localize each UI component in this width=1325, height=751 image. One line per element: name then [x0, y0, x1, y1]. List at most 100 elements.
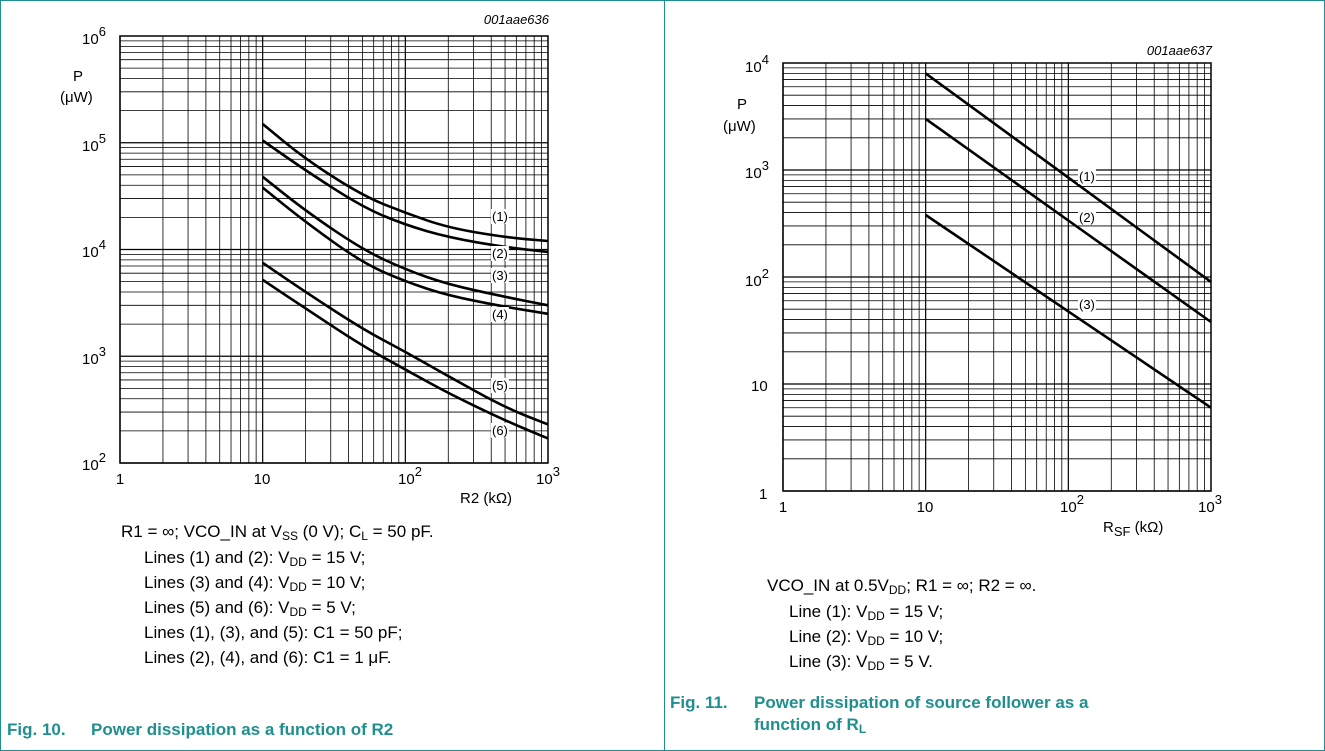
- fig10-xtick-1e2-exp: 2: [415, 464, 422, 479]
- svg-text:103: 103: [1198, 492, 1222, 516]
- svg-text:102: 102: [82, 450, 106, 474]
- fig11-series-line-1: [924, 72, 1212, 283]
- fig10-ytick-1e2-exp: 2: [99, 450, 106, 465]
- fig10-conditions: R1 = ∞; VCO_IN at VSS (0 V); CL = 50 pF.: [121, 522, 434, 543]
- fig10-grid: [119, 35, 549, 464]
- fig10-ytick-1e3-exp: 3: [99, 344, 106, 359]
- fig11-grid: [782, 62, 1212, 492]
- fig11-series-line-3: [924, 213, 1212, 409]
- fig10-note-c1-50pf: Lines (1), (3), and (5): C1 = 50 pF;: [144, 623, 403, 642]
- fig10-label-5: (5): [492, 378, 508, 393]
- fig10-series-line-2: [261, 139, 549, 254]
- fig10-series-line-1: [261, 122, 549, 243]
- fig10-ytick-1e4: 10: [82, 244, 99, 261]
- fig11-conditions: VCO_IN at 0.5VDD; R1 = ∞; R2 = ∞.: [767, 576, 1037, 597]
- svg-text:104: 104: [82, 237, 106, 261]
- fig11-note-line-1: Line (1): VDD = 15 V;: [789, 602, 944, 623]
- fig10-label-bg: [491, 378, 509, 393]
- fig10-series-line-3: [261, 175, 549, 307]
- fig10-series-line-4: [261, 186, 549, 316]
- fig10-label-6: (6): [492, 423, 508, 438]
- fig11-xtick-1e3-exp: 3: [1215, 492, 1222, 507]
- fig10-xtick-1e3: 10: [536, 471, 553, 488]
- fig11-xtick-1e2: 10: [1060, 499, 1077, 516]
- fig11-xlabel-main: R: [1103, 519, 1114, 536]
- fig10-note-c1-1uf: Lines (2), (4), and (6): C1 = 1 μF.: [144, 648, 392, 667]
- fig11-ytick-1e3: 10: [745, 165, 762, 182]
- fig10-label-2: (2): [492, 246, 508, 261]
- fig10-note-lines-1-2: Lines (1) and (2): VDD = 15 V;: [144, 548, 366, 569]
- fig10-label-bg: [491, 209, 509, 224]
- fig11-number: Fig. 11.: [670, 693, 728, 712]
- fig10-xtick-10: 10: [254, 471, 271, 488]
- fig10-ylabel-unit: (μW): [60, 89, 93, 106]
- fig11-xtick-1: 1: [779, 499, 787, 516]
- fig10-xtick-1: 1: [116, 471, 124, 488]
- svg-text:105: 105: [82, 131, 106, 155]
- svg-text:RSF (kΩ): RSF (kΩ): [1103, 519, 1163, 539]
- fig10-series-line-5: [261, 261, 549, 426]
- fig11-title-line1: Power dissipation of source follower as …: [754, 693, 1089, 712]
- fig11-label-bg: [1078, 210, 1096, 225]
- fig10-label-bg: [491, 246, 509, 261]
- fig11-plot-border: [782, 62, 1212, 492]
- fig11-label-3: (3): [1079, 297, 1095, 312]
- fig10-plot-border: [119, 35, 549, 464]
- fig11-xlabel-unit: (kΩ): [1130, 519, 1163, 536]
- fig11-xlabel-sub: SF: [1114, 524, 1131, 539]
- svg-text:103: 103: [745, 158, 769, 182]
- fig11-code: 001aae637: [1147, 43, 1213, 58]
- fig10-note-lines-3-4: Lines (3) and (4): VDD = 10 V;: [144, 573, 366, 594]
- fig11-ytick-10: 10: [751, 378, 768, 395]
- fig10-number: Fig. 10.: [7, 720, 66, 739]
- fig10-code: 001aae636: [484, 12, 550, 27]
- svg-text:102: 102: [398, 464, 422, 488]
- fig11-ytick-1: 1: [759, 486, 767, 503]
- svg-text:103: 103: [536, 464, 560, 488]
- panel-divider: [664, 0, 665, 751]
- fig10-ytick-1e6: 10: [82, 31, 99, 48]
- fig10-caption: Fig. 10. Power dissipation as a function …: [7, 719, 393, 741]
- fig11-label-1: (1): [1079, 169, 1095, 184]
- fig10-label-4: (4): [492, 307, 508, 322]
- fig11-label-bg: [1078, 297, 1096, 312]
- fig10-xtick-1e3-exp: 3: [553, 464, 560, 479]
- svg-text:103: 103: [82, 344, 106, 368]
- fig11-title-line2: function of R: [754, 715, 859, 734]
- fig11-title-sub: L: [858, 722, 867, 736]
- fig10-lines: [261, 122, 549, 440]
- fig11-ytick-1e2: 10: [745, 273, 762, 290]
- fig11-xtick-1e3: 10: [1198, 499, 1215, 516]
- fig10-ytick-1e5-exp: 5: [99, 131, 106, 146]
- fig10-label-1: (1): [492, 209, 508, 224]
- svg-text:104: 104: [745, 52, 769, 76]
- fig11-ytick-1e2-exp: 2: [762, 266, 769, 281]
- fig10-ytick-1e6-exp: 6: [99, 24, 106, 39]
- fig11-ytick-1e3-exp: 3: [762, 158, 769, 173]
- fig10-label-bg: [491, 423, 509, 438]
- fig10-label-bg: [491, 307, 509, 322]
- fig11-xtick-10: 10: [917, 499, 934, 516]
- svg-text:102: 102: [1060, 492, 1084, 516]
- fig11-note-line-3: Line (3): VDD = 5 V.: [789, 652, 933, 673]
- svg-text:102: 102: [745, 266, 769, 290]
- fig10-ylabel-p: P: [73, 68, 83, 85]
- fig11-label-2: (2): [1079, 210, 1095, 225]
- fig10-xtick-1e2: 10: [398, 471, 415, 488]
- fig11-label-bg: [1078, 169, 1096, 184]
- fig10-ytick-1e2: 10: [82, 457, 99, 474]
- fig10-label-bg: [491, 268, 509, 283]
- fig10-note-lines-5-6: Lines (5) and (6): VDD = 5 V;: [144, 598, 356, 619]
- fig11-series-line-2: [924, 117, 1212, 324]
- fig11-caption: Fig. 11. Power dissipation of source foll…: [670, 692, 1088, 736]
- fig11-ytick-1e4-exp: 4: [762, 52, 769, 67]
- fig11-note-line-2: Line (2): VDD = 10 V;: [789, 627, 944, 648]
- fig10-label-3: (3): [492, 268, 508, 283]
- fig11-xtick-1e2-exp: 2: [1077, 492, 1084, 507]
- fig11-ylabel-p: P: [737, 96, 747, 113]
- fig10-xlabel: R2 (kΩ): [460, 490, 512, 507]
- fig10-ytick-1e3: 10: [82, 351, 99, 368]
- fig10-ytick-1e5: 10: [82, 138, 99, 155]
- fig10-title: Power dissipation as a function of R2: [91, 720, 394, 739]
